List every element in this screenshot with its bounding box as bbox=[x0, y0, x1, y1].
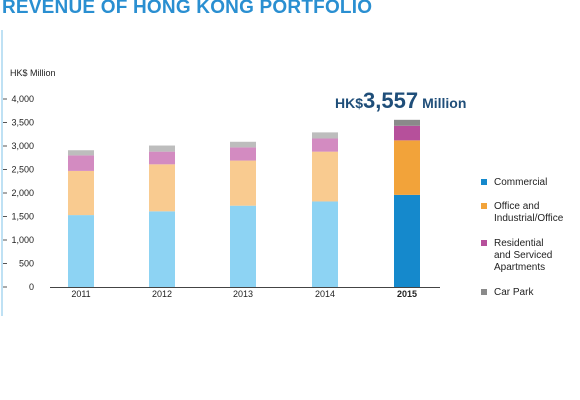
x-tick-label: 2015 bbox=[397, 289, 417, 299]
bar-segment bbox=[149, 145, 175, 152]
bar-segment bbox=[230, 141, 256, 148]
bar-segment bbox=[394, 140, 420, 195]
legend-label-line: Car Park bbox=[494, 287, 534, 298]
y-tick-label: 3,500 bbox=[11, 118, 34, 128]
y-tick-label: 2,500 bbox=[11, 165, 34, 175]
y-axis-ticks: 0 500 1,000 1,500 2,000 2,500 3,000 3,500 4,000 bbox=[3, 94, 34, 292]
bar-segment bbox=[230, 147, 256, 161]
legend-label-line: Office and bbox=[494, 201, 539, 212]
bar-segment bbox=[68, 170, 94, 216]
y-tick-label: 1,500 bbox=[11, 212, 34, 222]
y-tick-label: 2,000 bbox=[11, 188, 34, 198]
bar-segment bbox=[394, 119, 420, 126]
bar-segment bbox=[149, 164, 175, 212]
bar-segment bbox=[394, 125, 420, 141]
legend-swatch bbox=[481, 179, 487, 185]
legend-label-line: and Serviced bbox=[494, 250, 552, 261]
y-tick-label: 4,000 bbox=[11, 94, 34, 104]
page-title: REVENUE OF HONG KONG PORTFOLIO bbox=[2, 0, 373, 18]
x-tick-label: 2012 bbox=[152, 289, 172, 299]
bar-segment bbox=[312, 132, 338, 139]
bar-segment bbox=[68, 150, 94, 156]
bar-segment bbox=[68, 155, 94, 171]
legend-label-line: Commercial bbox=[494, 177, 547, 188]
y-tick-label: 1,000 bbox=[11, 235, 34, 245]
bar-segment bbox=[312, 201, 338, 287]
bar-segment bbox=[149, 151, 175, 165]
x-tick-label: 2011 bbox=[71, 289, 90, 299]
legend-label: Commercial bbox=[494, 177, 547, 188]
bar-segment bbox=[230, 160, 256, 206]
bar-segment bbox=[149, 211, 175, 287]
x-axis-ticks: 2011 2012 2013 2014 2015 bbox=[71, 289, 417, 299]
bar-segment bbox=[312, 151, 338, 202]
legend-label-line: Industrial/Office bbox=[494, 213, 564, 224]
legend: Commercial Office and Industrial/Office Res… bbox=[481, 177, 564, 298]
y-tick-label: 0 bbox=[29, 282, 34, 292]
y-tick-label: 500 bbox=[19, 259, 34, 269]
y-tick-label: 3,000 bbox=[11, 141, 34, 151]
x-tick-label: 2014 bbox=[315, 289, 335, 299]
y-axis-label: HK$ Million bbox=[10, 68, 56, 78]
legend-swatch bbox=[481, 203, 487, 209]
callout-prefix: HK$ bbox=[335, 95, 363, 111]
total-callout-text: HK$3,557 Million bbox=[335, 88, 466, 113]
legend-label-line: Residential bbox=[494, 238, 543, 249]
legend-label: Residential and Serviced Apartments bbox=[494, 238, 552, 273]
legend-label-line: Apartments bbox=[494, 262, 545, 273]
legend-swatch bbox=[481, 240, 487, 246]
bar-segment bbox=[312, 138, 338, 152]
bar-segment bbox=[394, 194, 420, 287]
callout-value: 3,557 bbox=[363, 88, 418, 113]
bar-segment bbox=[230, 205, 256, 287]
x-tick-label: 2013 bbox=[233, 289, 253, 299]
legend-label: Car Park bbox=[494, 287, 534, 298]
bars bbox=[68, 119, 420, 287]
total-callout: HK$3,557 Million bbox=[335, 88, 466, 113]
legend-swatch bbox=[481, 289, 487, 295]
callout-suffix: Million bbox=[422, 95, 466, 111]
bar-segment bbox=[68, 215, 94, 287]
legend-label: Office and Industrial/Office bbox=[494, 201, 564, 224]
